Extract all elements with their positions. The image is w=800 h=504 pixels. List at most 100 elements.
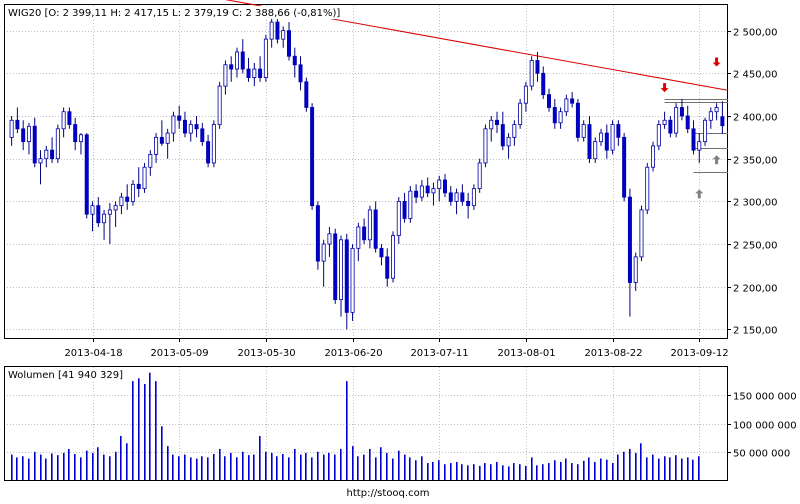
volume-bar — [161, 426, 163, 480]
volume-bar — [380, 447, 382, 480]
price-tick-label: 2 200,00 — [733, 284, 778, 295]
volume-bar — [224, 456, 226, 480]
date-tick-label: 2013-04-18 — [64, 348, 122, 359]
candle-up — [211, 124, 216, 164]
volume-bar — [178, 456, 180, 480]
volume-tick-label: 100 000 000 — [733, 421, 797, 432]
candle-up — [714, 107, 719, 113]
volume-bar — [294, 448, 296, 480]
volume-bar — [525, 465, 527, 480]
candle-down — [541, 72, 546, 96]
volume-bar — [109, 456, 111, 480]
candle-down — [500, 124, 505, 147]
volume-bar — [328, 452, 330, 480]
volume-bar — [40, 454, 42, 480]
candle-down — [333, 233, 338, 300]
volume-bar — [508, 466, 510, 480]
candle-down — [246, 68, 251, 78]
volume-bar — [484, 463, 486, 480]
volume-bar — [692, 459, 694, 480]
candle-down — [96, 205, 101, 224]
candle-down — [50, 149, 55, 160]
price-tick-label: 2 250,00 — [733, 241, 778, 252]
volume-bar — [68, 448, 70, 480]
volume-bar — [184, 454, 186, 480]
volume-bar — [438, 460, 440, 480]
candle-up — [483, 128, 488, 164]
volume-bar — [467, 465, 469, 480]
date-tick-label: 2013-08-01 — [497, 348, 555, 359]
candle-up — [523, 85, 528, 104]
candle-down — [21, 128, 26, 143]
candle-down — [200, 128, 205, 143]
volume-bars-layer — [11, 372, 700, 480]
date-tick-label: 2013-08-22 — [584, 348, 642, 359]
volume-bar — [317, 451, 319, 480]
candle-up — [223, 64, 228, 87]
volume-bar — [698, 456, 700, 480]
footer-link[interactable]: http://stooq.com — [347, 488, 430, 499]
candle-down — [668, 119, 673, 134]
volume-bar — [571, 463, 573, 480]
candle-up — [252, 68, 257, 78]
candle-up — [61, 111, 66, 130]
volume-bar — [450, 463, 452, 480]
support-lines-layer — [664, 99, 729, 173]
candle-up — [408, 190, 413, 219]
volume-tick-label: 150 000 000 — [733, 392, 797, 403]
volume-bar — [357, 456, 359, 480]
volume-bar — [629, 448, 631, 480]
volume-bar — [97, 447, 99, 480]
candle-down — [32, 125, 37, 164]
volume-bar — [276, 456, 278, 480]
candle-up — [55, 128, 60, 160]
candle-up — [44, 149, 49, 160]
volume-bar — [248, 455, 250, 480]
candle-up — [593, 141, 598, 160]
candle-down — [258, 68, 263, 78]
candle-down — [604, 132, 609, 151]
volume-bar — [16, 457, 18, 480]
candle-down — [136, 183, 141, 189]
candle-down — [616, 124, 621, 138]
volume-bar — [92, 452, 94, 480]
up-arrow-icon — [712, 155, 721, 165]
candle-up — [645, 166, 650, 211]
candle-down — [194, 124, 199, 130]
candle-down — [414, 190, 419, 198]
volume-bar — [409, 457, 411, 480]
volume-bar — [398, 450, 400, 480]
volume-bar — [577, 464, 579, 480]
volume-bar — [271, 452, 273, 480]
volume-bar — [612, 463, 614, 480]
candle-down — [460, 192, 465, 202]
volume-bar — [196, 458, 198, 480]
volume-bar — [687, 457, 689, 480]
candle-down — [304, 81, 309, 108]
volume-bar — [519, 464, 521, 480]
candle-up — [142, 166, 147, 189]
candles-layer — [9, 13, 725, 330]
volume-bar — [120, 435, 122, 480]
candle-up — [489, 119, 494, 130]
candle-up — [529, 60, 534, 87]
volume-title-background — [6, 368, 122, 381]
candle-up — [26, 125, 31, 143]
candle-down — [362, 226, 367, 241]
volume-bar — [144, 383, 146, 480]
volume-bar — [496, 461, 498, 480]
volume-bar — [340, 448, 342, 480]
candle-down — [552, 107, 557, 124]
volume-bar — [213, 454, 215, 480]
candle-up — [564, 98, 569, 113]
volume-bar — [11, 454, 13, 480]
volume-bar — [594, 461, 596, 480]
volume-bar — [392, 458, 394, 480]
volume-bar — [404, 454, 406, 480]
volume-tick-label: 50 000 000 — [733, 449, 790, 460]
date-axis-labels: 2013-04-18 2013-05-09 2013-05-30 2013-06-20… — [64, 348, 728, 359]
volume-bar — [427, 463, 429, 480]
volume-bar — [421, 456, 423, 480]
candle-down — [622, 136, 627, 198]
date-tick-label: 2013-06-20 — [324, 348, 382, 359]
